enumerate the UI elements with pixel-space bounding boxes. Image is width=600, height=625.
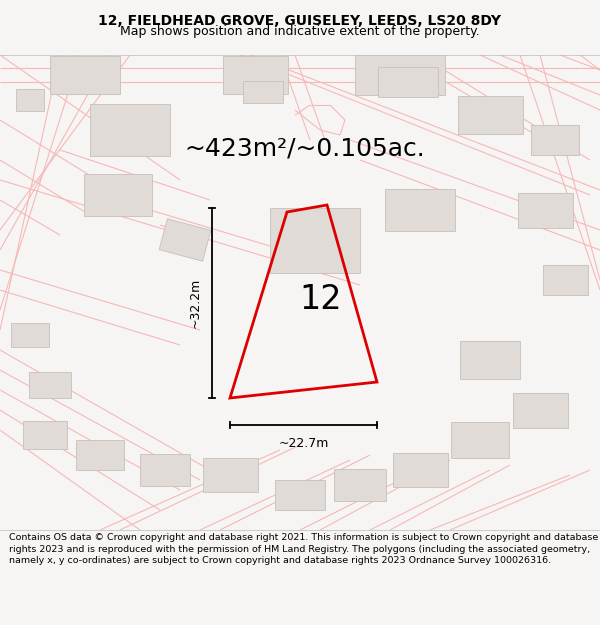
Polygon shape (275, 480, 325, 510)
Polygon shape (451, 422, 509, 458)
Text: 12, FIELDHEAD GROVE, GUISELEY, LEEDS, LS20 8DY: 12, FIELDHEAD GROVE, GUISELEY, LEEDS, LS… (98, 14, 502, 28)
Text: ~423m²/~0.105ac.: ~423m²/~0.105ac. (185, 136, 425, 160)
Text: Contains OS data © Crown copyright and database right 2021. This information is : Contains OS data © Crown copyright and d… (9, 533, 598, 566)
Polygon shape (334, 469, 386, 501)
Polygon shape (512, 392, 568, 428)
Polygon shape (270, 208, 360, 272)
Polygon shape (355, 45, 445, 95)
Polygon shape (517, 192, 572, 228)
Polygon shape (223, 56, 287, 94)
Polygon shape (76, 440, 124, 470)
Polygon shape (243, 81, 283, 103)
Text: ~32.2m: ~32.2m (189, 278, 202, 328)
Polygon shape (460, 341, 520, 379)
Polygon shape (11, 323, 49, 347)
Polygon shape (159, 219, 211, 261)
Polygon shape (50, 56, 120, 94)
Polygon shape (531, 125, 579, 155)
Polygon shape (84, 174, 152, 216)
Text: ~22.7m: ~22.7m (278, 437, 329, 450)
Polygon shape (203, 458, 257, 492)
Polygon shape (392, 453, 448, 487)
Polygon shape (385, 189, 455, 231)
Polygon shape (16, 89, 44, 111)
Polygon shape (23, 421, 67, 449)
Polygon shape (29, 372, 71, 398)
Polygon shape (90, 104, 170, 156)
Polygon shape (542, 265, 587, 295)
Polygon shape (140, 454, 190, 486)
Polygon shape (378, 67, 438, 97)
Text: 12: 12 (299, 282, 341, 316)
Polygon shape (458, 96, 523, 134)
Text: Map shows position and indicative extent of the property.: Map shows position and indicative extent… (120, 26, 480, 39)
